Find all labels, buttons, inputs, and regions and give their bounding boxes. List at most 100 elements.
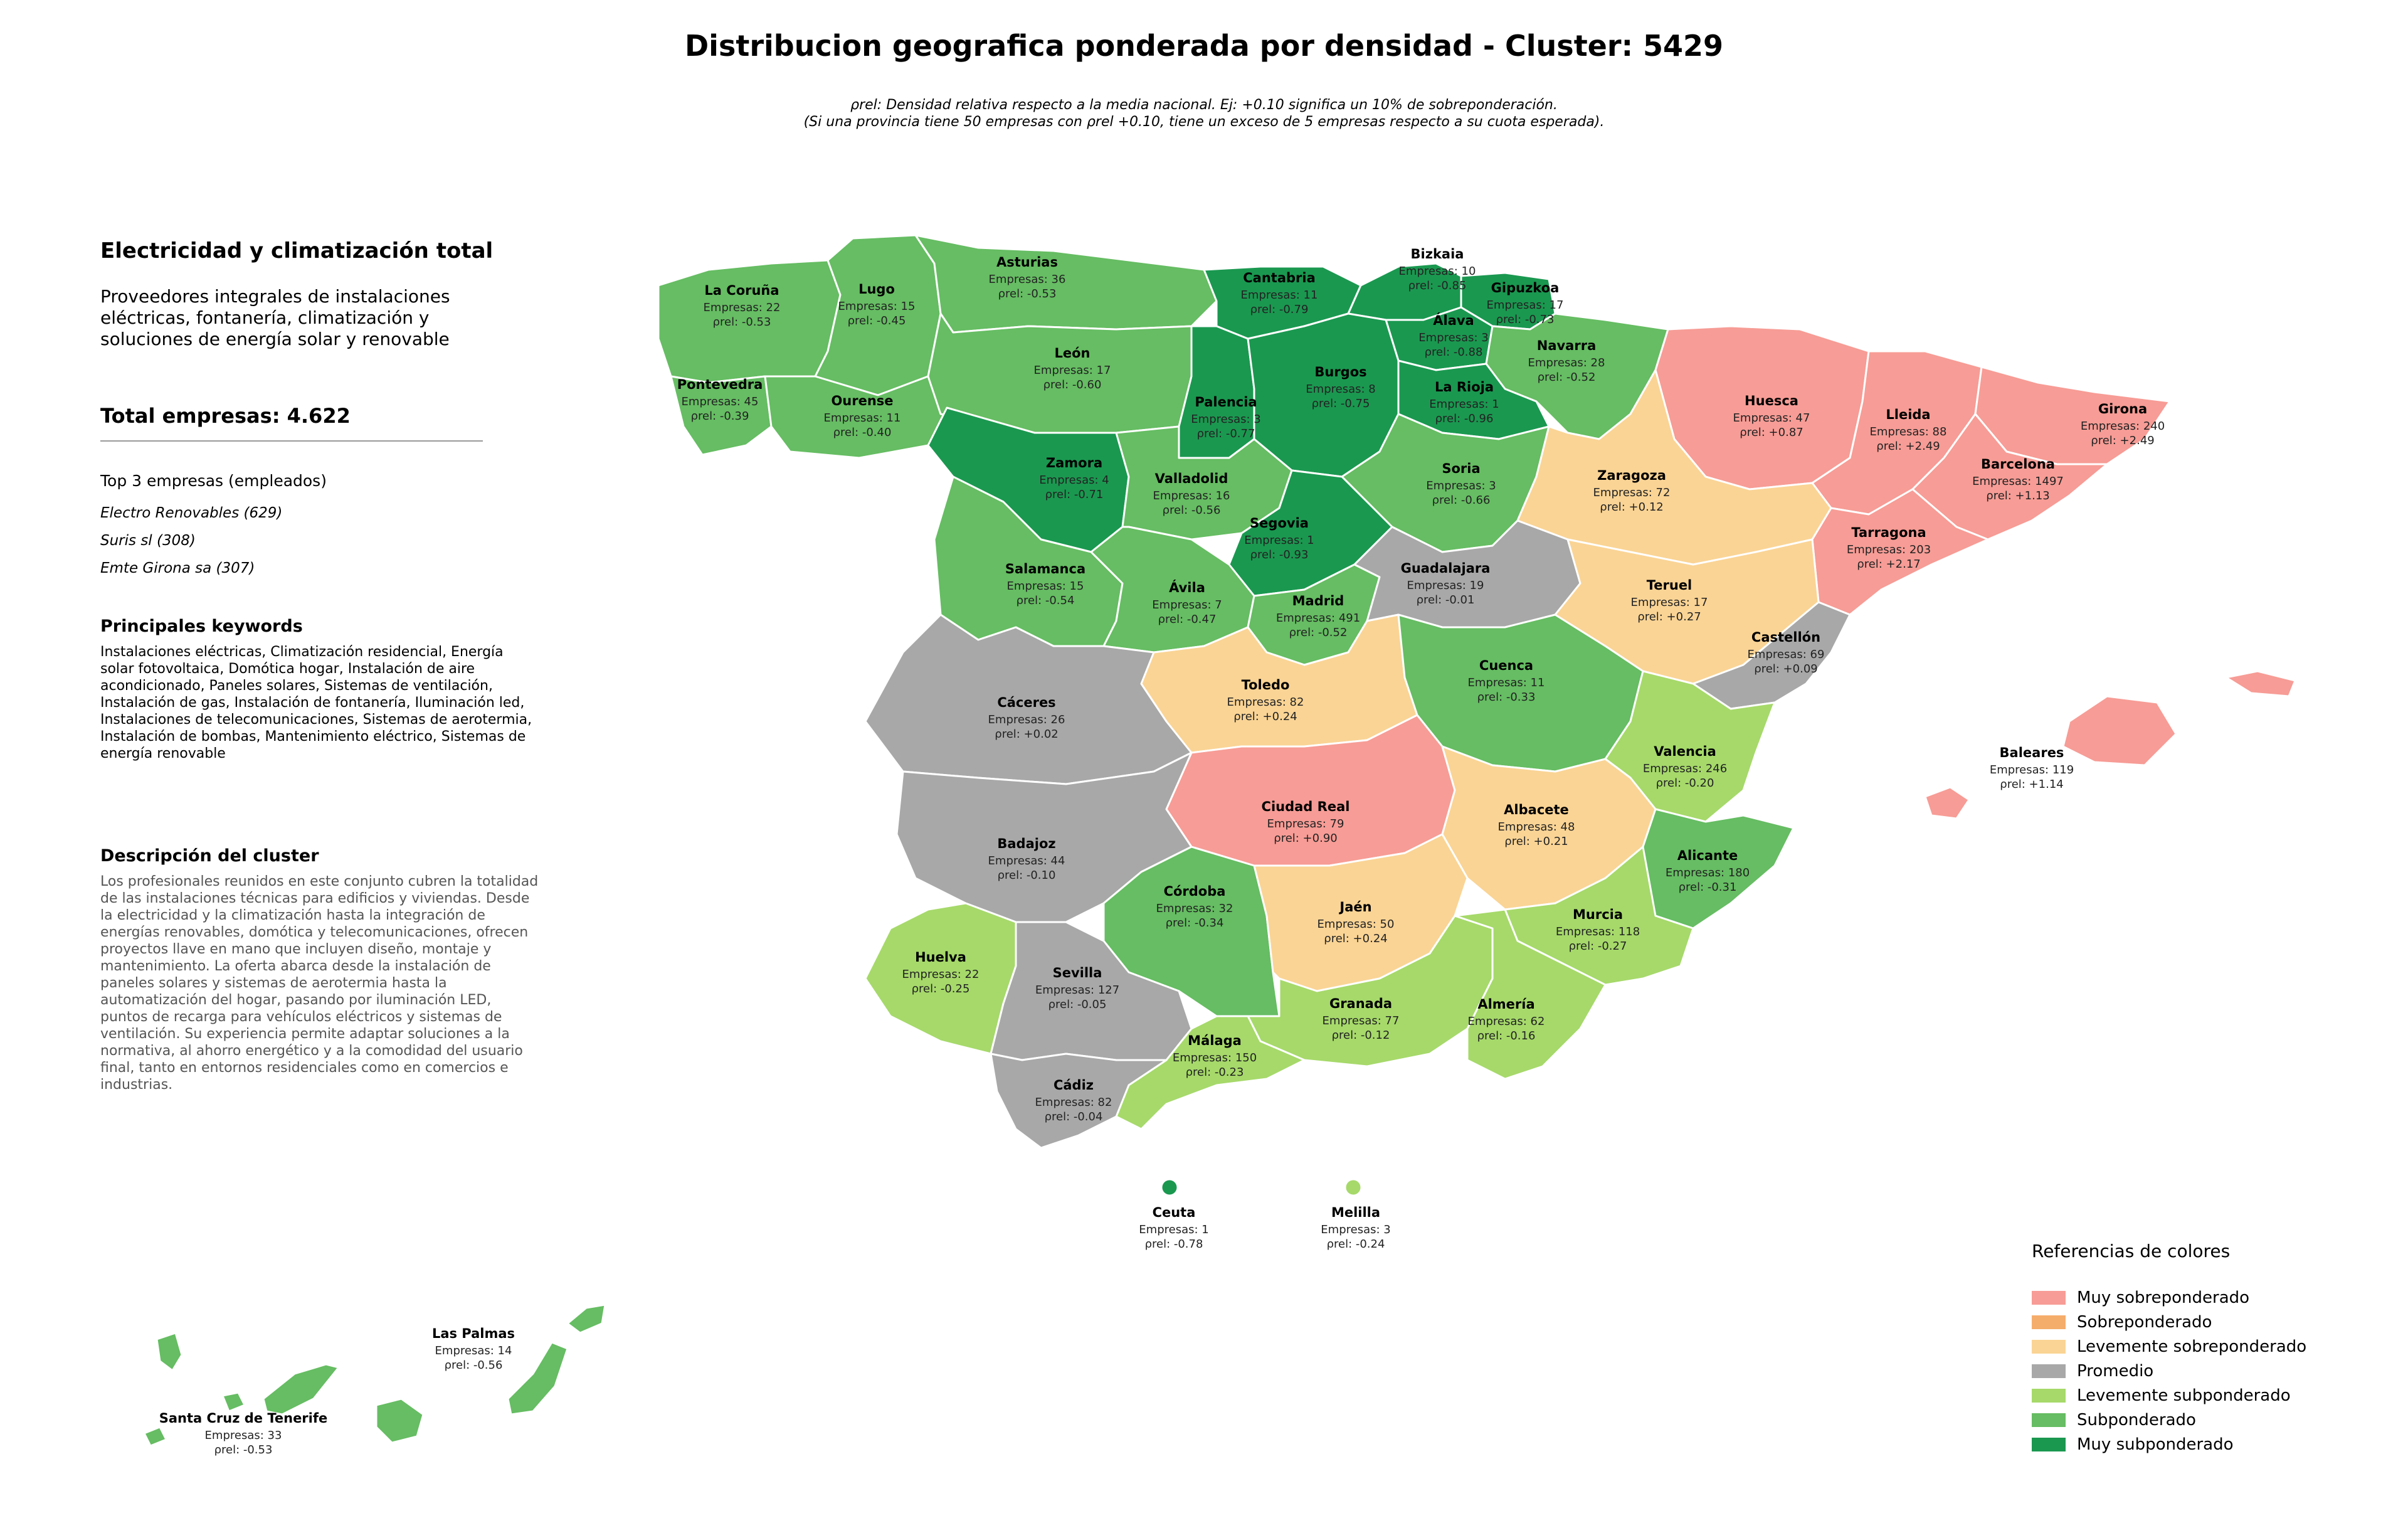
province-region-cadiz[interactable]: [990, 1053, 1168, 1149]
province-rho: ρrel: -0.10: [998, 869, 1056, 882]
province-region-asturias[interactable]: [914, 234, 1218, 334]
description-heading: Descripción del cluster: [100, 846, 319, 866]
province-empresas: Empresas: 26: [988, 713, 1065, 726]
province-rho: ρrel: -0.52: [1289, 626, 1348, 639]
province-region-valencia[interactable]: [1604, 670, 1776, 823]
province-label-ceuta: Ceuta Empresas: 1 ρrel: -0.78: [1139, 1205, 1208, 1251]
province-name: Badajoz: [997, 836, 1055, 851]
legend-item: Levemente subponderado: [2032, 1383, 2383, 1408]
province-name: Baleares: [2000, 745, 2064, 760]
province-rho: ρrel: -0.20: [1656, 777, 1714, 790]
province-name: Almería: [1477, 997, 1534, 1012]
density-note-line-1: ρrel: Densidad relativa respecto a la me…: [850, 97, 1558, 113]
province-region-barcelona[interactable]: [1911, 413, 2108, 541]
province-empresas: Empresas: 36: [989, 273, 1066, 286]
province-empresas: Empresas: 3: [1321, 1223, 1390, 1236]
province-name: Salamanca: [1005, 561, 1085, 576]
province-region-santa-cruz-la-gomera[interactable]: [221, 1391, 246, 1413]
province-rho: ρrel: +0.87: [1740, 426, 1803, 439]
province-empresas: Empresas: 127: [1035, 984, 1119, 997]
color-legend: Referencias de colores Muy sobreponderad…: [2032, 1241, 2383, 1456]
province-name: Valladolid: [1155, 471, 1228, 486]
province-name: Gipuzkoa: [1491, 280, 1560, 295]
province-label-pontevedra: Pontevedra Empresas: 45 ρrel: -0.39: [677, 377, 763, 423]
province-rho: ρrel: +0.90: [1274, 832, 1337, 845]
province-label-la-coruna: La Coruña Empresas: 22 ρrel: -0.53: [704, 283, 781, 329]
province-name: Cuenca: [1479, 658, 1533, 673]
province-rho: ρrel: -0.47: [1158, 613, 1217, 626]
province-label-cuenca: Cuenca Empresas: 11 ρrel: -0.33: [1468, 658, 1545, 704]
province-region-almeria[interactable]: [1454, 908, 1607, 1080]
province-region-baleares-menorca[interactable]: [2225, 670, 2296, 698]
province-empresas: Empresas: 28: [1528, 356, 1605, 369]
province-empresas: Empresas: 17: [1487, 299, 1564, 312]
province-empresas: Empresas: 33: [205, 1429, 282, 1442]
legend-label: Levemente subponderado: [2077, 1386, 2291, 1405]
province-region-santa-cruz-el-hierro[interactable]: [143, 1426, 167, 1447]
province-empresas: Empresas: 82: [1227, 696, 1304, 709]
legend-title: Referencias de colores: [2032, 1241, 2231, 1261]
province-empresas: Empresas: 3: [1418, 331, 1488, 344]
province-rho: ρrel: +1.14: [2000, 778, 2063, 791]
province-name: León: [1054, 346, 1090, 361]
province-region-baleares[interactable]: [2062, 695, 2177, 767]
cluster-name: Electricidad y climatización total: [100, 238, 494, 263]
province-name: Ourense: [831, 393, 893, 408]
province-empresas: Empresas: 22: [704, 301, 781, 314]
province-name: Cantabria: [1243, 270, 1316, 285]
province-empresas: Empresas: 491: [1276, 612, 1360, 625]
province-region-pontevedra[interactable]: [670, 375, 773, 456]
province-empresas: Empresas: 1: [1429, 398, 1499, 411]
province-name: Asturias: [996, 255, 1058, 270]
top-company-item: Electro Renovables (629): [100, 505, 283, 521]
province-rho: ρrel: -0.53: [214, 1443, 273, 1456]
legend-label: Sobreponderado: [2077, 1312, 2212, 1332]
province-empresas: Empresas: 50: [1318, 918, 1395, 931]
province-empresas: Empresas: 3: [1191, 413, 1260, 426]
province-region-santa-cruz-tenerife[interactable]: [262, 1363, 340, 1416]
province-rho: ρrel: -0.23: [1186, 1066, 1244, 1079]
province-region-baleares-ibiza[interactable]: [1924, 786, 1970, 820]
province-name: Huelva: [915, 950, 966, 965]
province-name: Guadalajara: [1401, 561, 1491, 576]
province-label-navarra: Navarra Empresas: 28 ρrel: -0.52: [1528, 338, 1605, 384]
province-name: Soria: [1442, 461, 1480, 476]
province-rho: ρrel: +0.24: [1324, 932, 1387, 945]
province-rho: ρrel: -0.53: [998, 287, 1057, 300]
legend-item: Levemente sobreponderado: [2032, 1334, 2383, 1359]
province-region-las-palmas-lanzarote[interactable]: [566, 1303, 606, 1334]
province-empresas: Empresas: 1497: [1972, 475, 2064, 488]
province-rho: ρrel: -0.56: [1163, 504, 1221, 517]
province-name: Palencia: [1195, 395, 1257, 410]
legend-item: Sobreponderado: [2032, 1310, 2383, 1334]
province-region-santa-cruz-la-palma[interactable]: [156, 1332, 183, 1372]
province-region-las-palmas-gran-canaria[interactable]: [375, 1398, 425, 1444]
province-region-las-palmas-fuerteventura[interactable]: [507, 1341, 569, 1416]
legend-swatch: [2032, 1413, 2066, 1427]
province-rho: ρrel: -0.93: [1250, 548, 1309, 561]
province-label-badajoz: Badajoz Empresas: 44 ρrel: -0.10: [988, 836, 1065, 882]
province-empresas: Empresas: 17: [1631, 596, 1708, 609]
province-empresas: Empresas: 19: [1407, 579, 1484, 592]
province-name: Girona: [2098, 401, 2147, 416]
province-region-ceuta[interactable]: [1160, 1178, 1179, 1197]
province-name: Toledo: [1242, 677, 1290, 692]
province-name: Bizkaia: [1411, 247, 1464, 262]
province-rho: ρrel: -0.04: [1045, 1110, 1103, 1123]
province-label-ciudad-real: Ciudad Real Empresas: 79 ρrel: +0.90: [1262, 799, 1350, 845]
province-empresas: Empresas: 3: [1426, 479, 1496, 492]
province-region-melilla[interactable]: [1344, 1178, 1363, 1197]
province-name: Las Palmas: [432, 1326, 515, 1341]
province-empresas: Empresas: 1: [1244, 534, 1314, 547]
province-rho: ρrel: -0.12: [1332, 1029, 1390, 1042]
